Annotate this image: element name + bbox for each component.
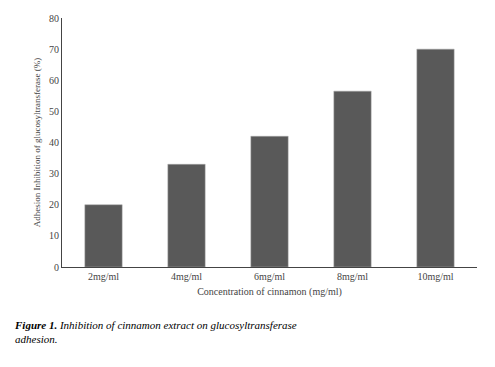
svg-text:2mg/ml: 2mg/ml (88, 271, 119, 282)
svg-text:Adhesion Inhibition of glucosy: Adhesion Inhibition of glucosyltransfera… (32, 58, 42, 227)
svg-text:10: 10 (49, 230, 59, 241)
svg-text:10mg/ml: 10mg/ml (417, 271, 453, 282)
svg-text:6mg/ml: 6mg/ml (254, 271, 285, 282)
svg-text:80: 80 (49, 13, 59, 24)
svg-text:30: 30 (49, 168, 59, 179)
svg-text:50: 50 (49, 106, 59, 117)
svg-text:60: 60 (49, 75, 59, 86)
svg-text:40: 40 (49, 137, 59, 148)
svg-text:Figure 1. Inhibition of cinnam: Figure 1. Inhibition of cinnamon extract… (14, 319, 297, 345)
svg-text:70: 70 (49, 44, 59, 55)
svg-text:4mg/ml: 4mg/ml (171, 271, 202, 282)
svg-text:0: 0 (54, 262, 59, 273)
svg-text:8mg/ml: 8mg/ml (337, 271, 368, 282)
svg-text:Concentration of cinnamon (mg/: Concentration of cinnamon (mg/ml) (197, 286, 342, 298)
svg-text:20: 20 (49, 199, 59, 210)
